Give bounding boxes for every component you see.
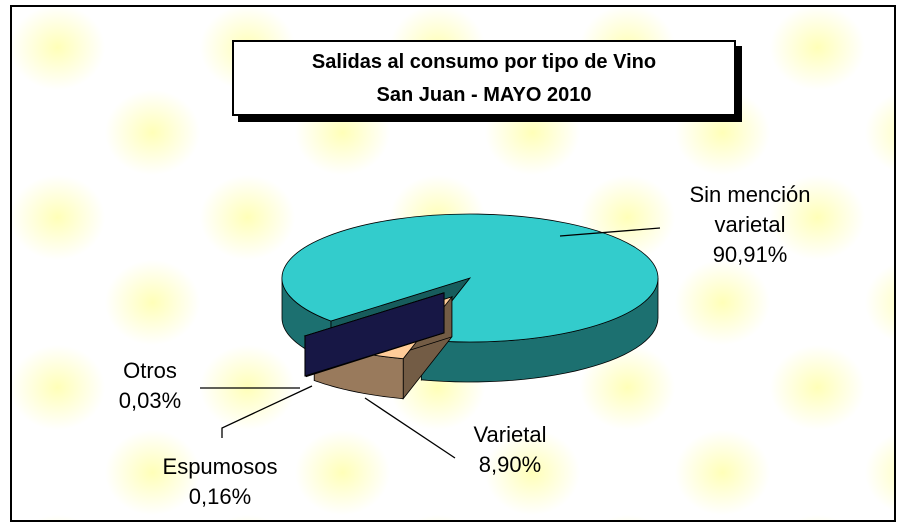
value-label: 8,90% (478, 452, 542, 477)
category-label: Espumosos (162, 454, 278, 479)
leader-line (559, 227, 661, 237)
leader-line (364, 397, 456, 459)
category-label: Otros (123, 358, 177, 383)
chart-title: Salidas al consumo por tipo de Vino (311, 51, 657, 73)
category-label: Sin mención varietal (689, 182, 811, 237)
leader-lines (200, 227, 661, 459)
leader-line (221, 385, 313, 438)
slice (281, 213, 659, 343)
value-label: 0,03% (118, 388, 182, 413)
data-label: Otros 0,03% (90, 356, 210, 416)
slice (303, 292, 445, 337)
value-label: 0,16% (188, 484, 252, 509)
data-label: Sin mención varietal 90,91% (655, 180, 845, 270)
data-label: Varietal 8,90% (440, 420, 580, 480)
pie (281, 213, 659, 400)
category-label: Varietal (473, 422, 547, 447)
title-box: Salidas al consumo por tipo de Vino San … (232, 40, 736, 116)
data-label: Espumosos 0,16% (130, 452, 310, 512)
value-label: 90,91% (712, 242, 788, 267)
chart-subtitle: San Juan - MAYO 2010 (376, 84, 592, 106)
